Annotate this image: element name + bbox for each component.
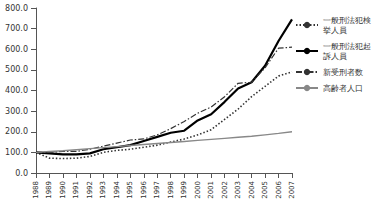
svg-text:1996: 1996 [140, 180, 148, 198]
svg-text:300.0: 300.0 [5, 107, 28, 116]
svg-text:訴人員: 訴人員 [323, 52, 347, 61]
svg-text:一般刑法犯起: 一般刑法犯起 [323, 42, 371, 51]
svg-text:2007: 2007 [288, 181, 296, 199]
svg-text:700.0: 700.0 [5, 24, 28, 33]
svg-text:1997: 1997 [153, 181, 161, 199]
svg-text:100.0: 100.0 [5, 148, 28, 157]
svg-text:800.0: 800.0 [5, 4, 28, 13]
svg-text:2004: 2004 [248, 180, 256, 198]
svg-text:500.0: 500.0 [5, 65, 28, 74]
svg-text:0.0: 0.0 [15, 169, 28, 178]
svg-text:2006: 2006 [275, 180, 283, 198]
svg-text:1990: 1990 [59, 181, 67, 199]
svg-text:1992: 1992 [86, 181, 94, 199]
svg-text:400.0: 400.0 [5, 86, 28, 95]
svg-text:1988: 1988 [32, 181, 40, 199]
svg-text:一般刑法犯検: 一般刑法犯検 [323, 16, 371, 25]
svg-text:2003: 2003 [234, 181, 242, 199]
svg-text:2002: 2002 [221, 181, 229, 199]
svg-text:1993: 1993 [99, 181, 107, 199]
svg-text:新受刑者数: 新受刑者数 [323, 68, 363, 77]
svg-text:挙人員: 挙人員 [323, 26, 347, 35]
svg-text:高齢者人口: 高齢者人口 [323, 84, 363, 93]
svg-text:1994: 1994 [113, 180, 121, 198]
svg-text:1991: 1991 [72, 181, 80, 199]
svg-text:600.0: 600.0 [5, 45, 28, 54]
svg-text:1995: 1995 [126, 181, 134, 199]
svg-text:2005: 2005 [261, 181, 269, 199]
svg-text:1999: 1999 [180, 181, 188, 199]
svg-text:1998: 1998 [167, 181, 175, 199]
svg-text:1989: 1989 [45, 181, 53, 199]
svg-text:2000: 2000 [194, 181, 202, 199]
svg-text:200.0: 200.0 [5, 127, 28, 136]
svg-text:2001: 2001 [207, 181, 215, 199]
